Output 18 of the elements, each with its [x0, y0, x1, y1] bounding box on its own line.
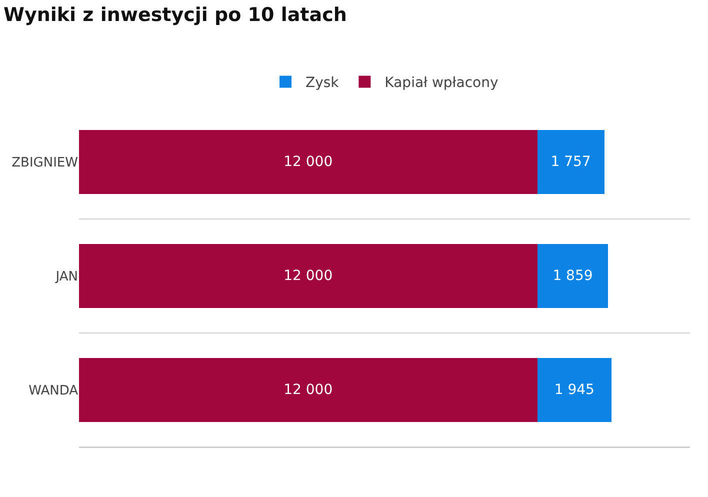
legend-label: Zysk — [306, 75, 340, 92]
data-label: 1 757 — [550, 154, 591, 170]
data-label: 12 000 — [284, 382, 333, 398]
bar — [537, 130, 604, 194]
chart-title: Wyniki z inwestycji po 10 latach — [4, 4, 347, 26]
bar — [537, 358, 612, 422]
y-tick-label: WANDA — [28, 384, 78, 399]
y-tick-label: JAN — [54, 270, 78, 285]
legend-label: Kapiał wpłacony — [384, 75, 498, 92]
bar — [537, 244, 608, 308]
data-label: 1 859 — [552, 268, 593, 284]
bar — [79, 358, 538, 422]
data-label: 12 000 — [284, 154, 333, 170]
bar — [79, 244, 538, 308]
data-label: 12 000 — [284, 268, 333, 284]
y-tick-label: ZBIGNIEW — [12, 156, 78, 171]
data-label: 1 945 — [554, 382, 594, 398]
bar — [79, 130, 538, 194]
